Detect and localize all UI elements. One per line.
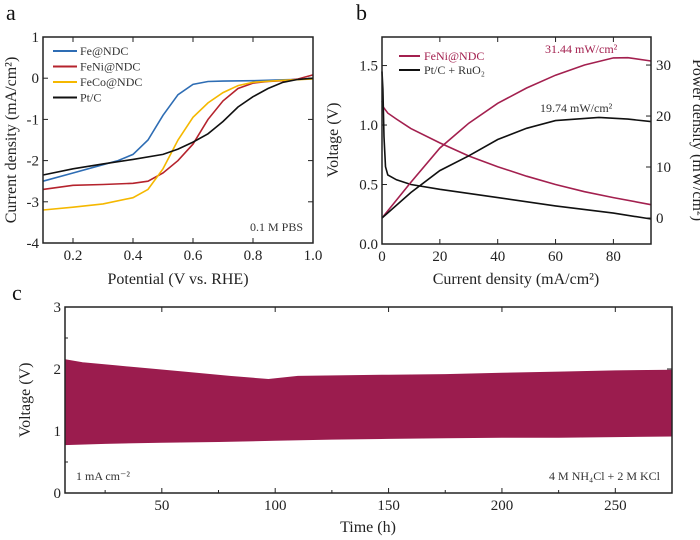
x-tick-label: 200 bbox=[491, 498, 514, 514]
panel-label-c: c bbox=[12, 280, 22, 305]
x-tick-label: 50 bbox=[154, 498, 169, 514]
x-tick-label: 100 bbox=[264, 498, 287, 514]
y2-tick-label: 10 bbox=[656, 160, 671, 176]
x-tick-label: 0.4 bbox=[124, 248, 143, 264]
panel-c-electrolyte-annotation: 4 M NH₄Cl + 2 M KCl bbox=[549, 469, 661, 483]
y2-tick-label: 0 bbox=[656, 211, 664, 227]
x-tick-label: 0.8 bbox=[244, 248, 263, 264]
panel-b-peak-annotation-feni: 31.44 mW/cm² bbox=[545, 42, 618, 56]
y-tick-label: -4 bbox=[27, 236, 40, 252]
panel-b: 0 20 40 60 80 0.0 0.5 1.0 1.5 0 10 20 30 FeNi@NDCPt/C… bbox=[359, 36, 671, 265]
legend-label: FeCo@NDC bbox=[80, 75, 142, 89]
legend-label: FeNi@NDC bbox=[424, 49, 484, 63]
panel-b-ylabel: Voltage (V) bbox=[325, 103, 342, 178]
y-tick-label: -3 bbox=[27, 195, 40, 211]
plot-frame bbox=[42, 36, 314, 244]
y-tick-label: 0 bbox=[54, 486, 62, 502]
y-tick-label: 1 bbox=[32, 30, 40, 46]
y-tick-label: 2 bbox=[54, 362, 62, 378]
y-tick-label: -1 bbox=[27, 112, 40, 128]
panel-a-xlabel: Potential (V vs. RHE) bbox=[107, 271, 248, 288]
y-tick-label: 0.5 bbox=[359, 178, 378, 194]
y-tick-label: 0.0 bbox=[359, 237, 378, 253]
plot-frame bbox=[64, 306, 673, 494]
legend-label: FeNi@NDC bbox=[80, 60, 140, 74]
x-tick-label: 0.6 bbox=[184, 248, 203, 264]
panel-c-ylabel: Voltage (V) bbox=[17, 363, 34, 438]
voltage-curve-1 bbox=[381, 71, 652, 220]
y-tick-label: -2 bbox=[27, 154, 40, 170]
panel-label-a: a bbox=[6, 0, 16, 25]
voltage-curve-0 bbox=[381, 101, 652, 206]
y-tick-label: 1.0 bbox=[359, 118, 378, 134]
y2-tick-label: 30 bbox=[656, 58, 671, 74]
legend-label: Pt/C + RuO₂ bbox=[424, 63, 485, 77]
panel-a-ylabel: Current density (mA/cm²) bbox=[3, 57, 20, 224]
legend-label: Pt/C bbox=[80, 91, 101, 105]
x-tick-label: 250 bbox=[604, 498, 627, 514]
panel-b-xlabel: Current density (mA/cm²) bbox=[433, 271, 600, 288]
y-tick-label: 3 bbox=[54, 300, 62, 316]
series-line-feco-ndc bbox=[42, 78, 314, 211]
panel-a-annotation: 0.1 M PBS bbox=[250, 220, 303, 234]
x-tick-label: 60 bbox=[548, 249, 563, 265]
panel-c: 50 100 150 200 250 0 1 2 3 bbox=[54, 300, 673, 514]
panel-a: 0.2 0.4 0.6 0.8 1.0 -4 -3 -2 -1 0 1 Fe@NDC FeNi@NDCF… bbox=[27, 30, 323, 264]
power-curve-3 bbox=[381, 116, 652, 219]
x-tick-label: 40 bbox=[490, 249, 505, 265]
panel-label-b: b bbox=[356, 0, 367, 25]
plot-frame bbox=[381, 36, 652, 245]
x-tick-label: 80 bbox=[606, 249, 621, 265]
power-curve-2 bbox=[381, 56, 652, 219]
y2-tick-label: 20 bbox=[656, 109, 671, 125]
legend-label: Fe@NDC bbox=[80, 44, 128, 58]
series-line-pt-c bbox=[42, 77, 314, 176]
voltage-band bbox=[64, 359, 673, 446]
x-tick-label: 150 bbox=[377, 498, 400, 514]
panel-c-current-annotation: 1 mA cm⁻² bbox=[76, 469, 130, 483]
x-tick-label: 20 bbox=[432, 249, 447, 265]
x-tick-label: 1.0 bbox=[304, 248, 323, 264]
y-tick-label: 0 bbox=[32, 71, 40, 87]
x-tick-label: 0.2 bbox=[64, 248, 83, 264]
panel-c-xlabel: Time (h) bbox=[340, 519, 396, 536]
x-tick-label: 0 bbox=[378, 249, 386, 265]
y-tick-label: 1.5 bbox=[359, 59, 378, 75]
panel-b-peak-annotation-ptc: 19.74 mW/cm² bbox=[540, 101, 613, 115]
panel-b-y2label: Power density (mW/cm²) bbox=[689, 59, 700, 221]
y-tick-label: 1 bbox=[54, 424, 62, 440]
